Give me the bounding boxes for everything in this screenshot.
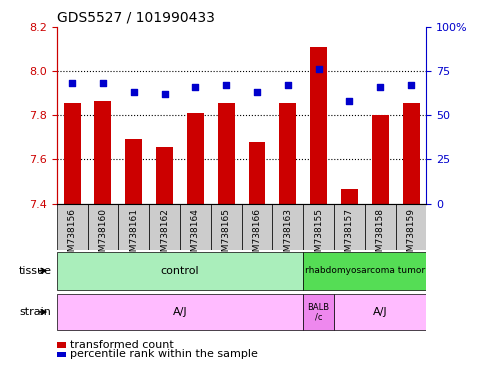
Point xyxy=(346,98,353,104)
Text: rhabdomyosarcoma tumor: rhabdomyosarcoma tumor xyxy=(305,266,425,275)
Point xyxy=(99,80,107,86)
Point xyxy=(253,89,261,95)
Text: GSM738165: GSM738165 xyxy=(222,208,231,263)
Point xyxy=(222,82,230,88)
Bar xyxy=(187,113,204,204)
Bar xyxy=(403,103,420,204)
Point xyxy=(376,84,384,90)
Point xyxy=(315,66,322,72)
Point xyxy=(191,84,199,90)
Bar xyxy=(303,204,334,250)
Bar xyxy=(365,204,395,250)
Bar xyxy=(57,252,303,290)
Point xyxy=(68,80,76,86)
Text: GSM738157: GSM738157 xyxy=(345,208,354,263)
Bar xyxy=(88,204,118,250)
Text: GSM738156: GSM738156 xyxy=(68,208,76,263)
Bar xyxy=(303,252,426,290)
Text: GDS5527 / 101990433: GDS5527 / 101990433 xyxy=(57,10,214,24)
Bar xyxy=(334,294,426,330)
Bar xyxy=(149,204,180,250)
Bar xyxy=(57,294,303,330)
Bar xyxy=(156,147,173,204)
Bar xyxy=(64,103,80,204)
Text: tissue: tissue xyxy=(19,266,52,276)
Text: GSM738166: GSM738166 xyxy=(252,208,261,263)
Text: GSM738160: GSM738160 xyxy=(99,208,107,263)
Text: GSM738162: GSM738162 xyxy=(160,208,169,263)
Bar xyxy=(118,204,149,250)
Bar xyxy=(372,115,388,204)
Text: control: control xyxy=(161,266,199,276)
Point xyxy=(130,89,138,95)
Text: GSM738158: GSM738158 xyxy=(376,208,385,263)
Text: strain: strain xyxy=(20,307,52,317)
Point xyxy=(407,82,415,88)
Bar xyxy=(242,204,272,250)
Bar xyxy=(334,204,365,250)
Text: GSM738164: GSM738164 xyxy=(191,208,200,263)
Bar xyxy=(272,204,303,250)
Text: GSM738159: GSM738159 xyxy=(407,208,416,263)
Bar xyxy=(211,204,242,250)
Bar xyxy=(303,294,334,330)
Bar xyxy=(125,139,142,204)
Point xyxy=(161,91,169,97)
Text: percentile rank within the sample: percentile rank within the sample xyxy=(70,349,258,359)
Bar xyxy=(57,204,88,250)
Bar xyxy=(248,142,265,204)
Bar xyxy=(218,103,235,204)
Bar xyxy=(280,103,296,204)
Text: GSM738163: GSM738163 xyxy=(283,208,292,263)
Text: GSM738155: GSM738155 xyxy=(314,208,323,263)
Bar xyxy=(341,189,358,204)
Text: GSM738161: GSM738161 xyxy=(129,208,138,263)
Text: A/J: A/J xyxy=(173,307,187,317)
Bar xyxy=(180,204,211,250)
Bar xyxy=(310,47,327,204)
Bar xyxy=(95,101,111,204)
Text: A/J: A/J xyxy=(373,307,387,317)
Text: BALB
/c: BALB /c xyxy=(308,303,330,321)
Bar xyxy=(395,204,426,250)
Point xyxy=(284,82,292,88)
Text: transformed count: transformed count xyxy=(70,340,174,350)
